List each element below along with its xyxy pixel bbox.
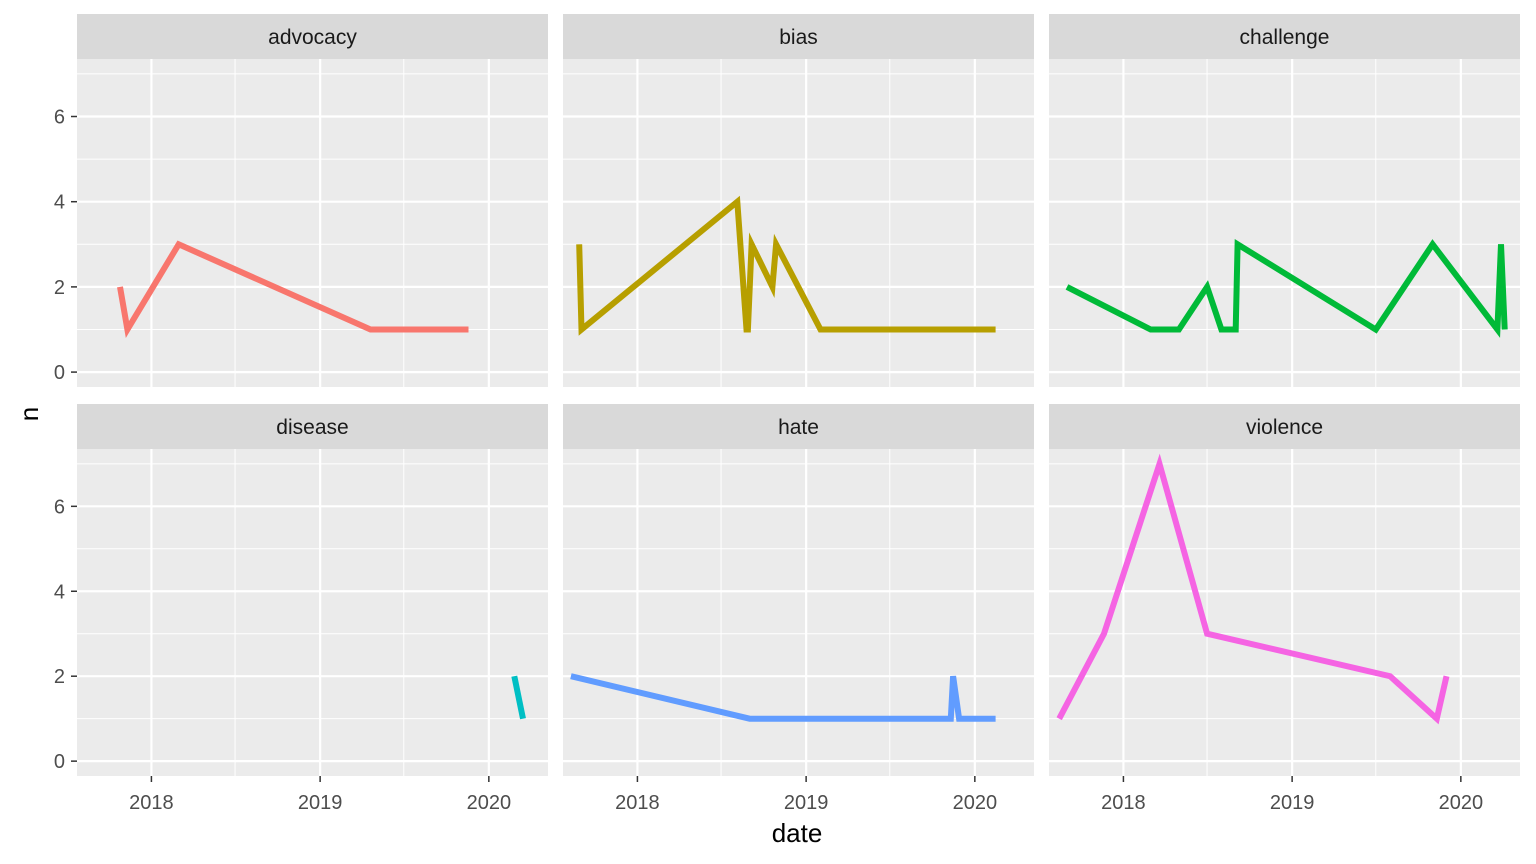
- y-tick-label: 6: [54, 107, 65, 129]
- x-tick-label: 2020: [1439, 792, 1484, 814]
- panel-background: [1049, 449, 1520, 776]
- panel-challenge: challenge: [1049, 14, 1520, 387]
- facet-label: hate: [778, 416, 819, 439]
- series-line-bias: [576, 195, 996, 336]
- x-tick-label: 2020: [467, 792, 512, 814]
- facet-strip: [563, 14, 1034, 59]
- panel-background: [1049, 59, 1520, 387]
- x-axis-title: date: [772, 818, 823, 848]
- series-line-disease: [511, 675, 526, 720]
- facet-label: disease: [276, 416, 348, 439]
- panel-plot-area: [563, 59, 1034, 387]
- panel-advocacy: advocacy 0 2 4 6: [54, 14, 548, 387]
- facet-strip: [1049, 404, 1520, 449]
- panel-bias: bias: [563, 14, 1034, 387]
- x-tick-label: 2019: [298, 792, 343, 814]
- y-tick-label: 6: [54, 496, 65, 518]
- series-line-advocacy: [117, 240, 469, 338]
- facet-strip: [77, 14, 548, 59]
- x-tick-label: 2020: [953, 792, 998, 814]
- series-line-hate: [570, 673, 996, 722]
- x-tick-label: 2019: [1270, 792, 1315, 814]
- x-tick-label: 2018: [1101, 792, 1146, 814]
- x-tick-label: 2019: [784, 792, 829, 814]
- panel-plot-area: [77, 449, 548, 776]
- panel-plot-area: [1049, 59, 1520, 387]
- panel-disease: disease 0 2 4 6 2018 2019 2020: [54, 404, 548, 814]
- panel-plot-area: [1049, 449, 1520, 776]
- facet-strip: [1049, 14, 1520, 59]
- facet-label: advocacy: [268, 26, 357, 49]
- panel-violence: violence 2018 2019 2020: [1049, 404, 1520, 814]
- panel-background: [77, 59, 548, 387]
- series-line-violence: [1056, 453, 1450, 725]
- x-tick-label: 2018: [129, 792, 174, 814]
- panel-background: [563, 59, 1034, 387]
- facet-strip: [77, 404, 548, 449]
- panel-hate: hate 2018 2019 2020: [563, 404, 1034, 814]
- panel-background: [77, 449, 548, 776]
- facet-label: violence: [1246, 416, 1323, 439]
- panel-plot-area: [77, 59, 548, 387]
- facet-label: challenge: [1240, 26, 1330, 49]
- facet-strip: [563, 404, 1034, 449]
- panel-plot-area: [563, 449, 1034, 776]
- y-tick-label: 2: [54, 277, 65, 299]
- y-axis-title: n: [14, 407, 44, 421]
- panel-background: [563, 449, 1034, 776]
- x-tick-label: 2018: [615, 792, 660, 814]
- y-tick-label: 4: [54, 581, 65, 603]
- facet-label: bias: [779, 26, 818, 49]
- y-tick-label: 2: [54, 666, 65, 688]
- y-tick-label: 0: [54, 751, 65, 773]
- y-tick-label: 4: [54, 192, 65, 214]
- series-line-challenge: [1065, 238, 1508, 338]
- y-tick-label: 0: [54, 362, 65, 384]
